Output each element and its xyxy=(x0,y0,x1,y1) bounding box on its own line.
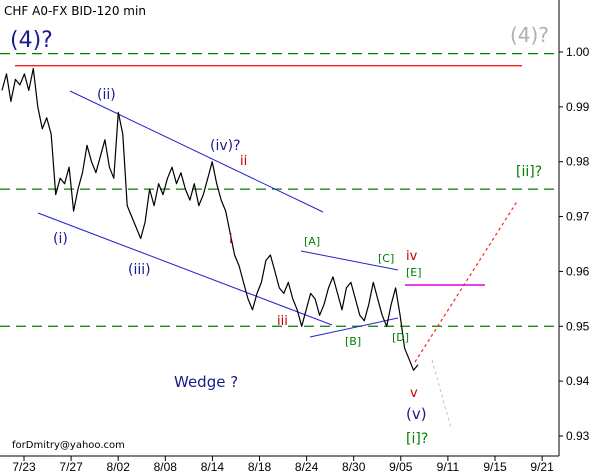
x-tick-label: 7/23 xyxy=(12,460,36,474)
upper-channel-line xyxy=(69,90,324,213)
wedge-label: Wedge ? xyxy=(174,373,238,391)
chart-title: CHF A0-FX BID-120 min xyxy=(4,4,146,18)
watermark: forDmitry@yahoo.com xyxy=(12,440,125,451)
wave-label-iv-minute: iv xyxy=(406,249,418,264)
x-tick-label: 9/05 xyxy=(389,460,413,474)
wave-label-ii-minor: (ii) xyxy=(97,87,116,103)
x-tick-label: 8/30 xyxy=(342,460,366,474)
wave-label-ii-minuette: [ii]? xyxy=(516,164,542,180)
y-tick-label: 0.96 xyxy=(566,264,589,278)
y-tick-label: 1.00 xyxy=(566,45,589,59)
projection-up-line xyxy=(414,199,519,363)
y-tick-label: 0.93 xyxy=(566,429,589,443)
x-tick-label: 9/11 xyxy=(437,460,460,474)
level-lines xyxy=(0,53,559,327)
wave-label-i-minor: (i) xyxy=(53,231,68,247)
wave-label-iv-minor: (iv)? xyxy=(210,138,241,154)
lower-channel-line xyxy=(37,212,333,326)
x-tick-label: 9/15 xyxy=(483,460,507,474)
wave-label-d: [D] xyxy=(392,331,409,344)
wave-label-ii-minute: ii xyxy=(240,154,247,169)
wave-label-v-minor: (v) xyxy=(406,405,427,423)
trend-lines xyxy=(37,90,519,429)
x-tick-label: 8/18 xyxy=(248,460,272,474)
triangle-upper-line xyxy=(300,250,399,271)
wave-label-iii-minute: iii xyxy=(277,314,288,329)
wave-label-a: [A] xyxy=(304,235,320,248)
x-tick-label: 8/14 xyxy=(201,460,225,474)
x-tick-label: 8/08 xyxy=(154,460,178,474)
y-tick-label: 0.97 xyxy=(566,210,589,224)
triangle-lower-line xyxy=(309,317,399,338)
wave-label-i-minute: i xyxy=(229,232,233,247)
wave-label-b: [B] xyxy=(345,335,361,348)
y-tick-label: 0.99 xyxy=(566,100,589,114)
y-axis-ticks: 1.00 0.99 0.98 0.97 0.96 0.95 0.94 0.93 xyxy=(559,45,589,443)
x-tick-label: 7/27 xyxy=(59,460,83,474)
wave-label-i-minuette: [i]? xyxy=(406,431,428,447)
wave-label-4-right: (4)? xyxy=(510,23,549,47)
y-tick-label: 0.95 xyxy=(566,319,589,333)
wave-label-v-minute: v xyxy=(410,386,418,401)
x-tick-label: 9/21 xyxy=(530,460,554,474)
y-tick-label: 0.98 xyxy=(566,155,589,169)
x-axis-ticks: 7/23 7/27 8/02 8/08 8/14 8/18 8/24 8/30 9/05 9/11… xyxy=(12,456,554,474)
x-tick-label: 8/02 xyxy=(107,460,131,474)
wave-label-e: [E] xyxy=(406,266,422,279)
x-tick-label: 8/24 xyxy=(295,460,319,474)
wave-annotations: (4)? (4)? (ii) (iv)? ii (i) (iii) i iii … xyxy=(10,23,549,447)
y-tick-label: 0.94 xyxy=(566,374,589,388)
wave-label-iii-minor: (iii) xyxy=(128,262,151,278)
price-series-line xyxy=(1,67,419,371)
wave-label-c: [C] xyxy=(378,252,394,265)
wave-label-4-left: (4)? xyxy=(10,28,53,53)
